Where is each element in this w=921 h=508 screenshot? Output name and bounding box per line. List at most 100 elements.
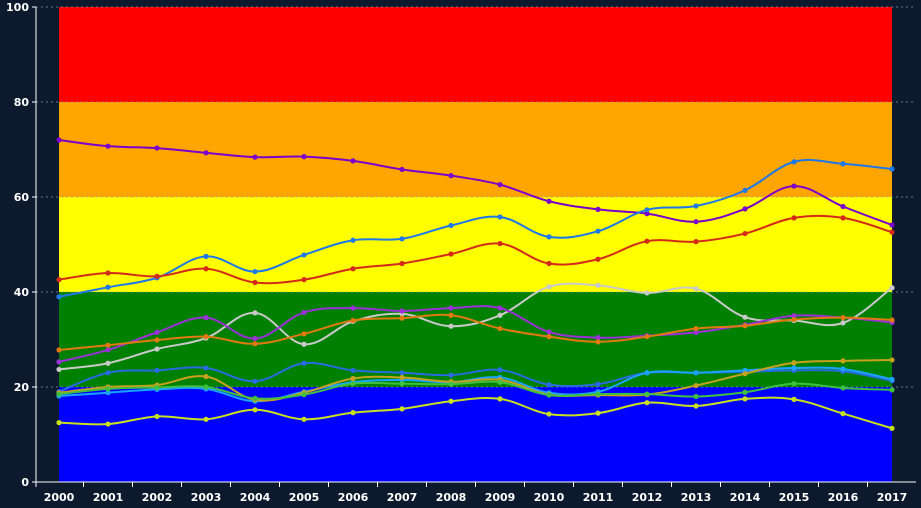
data-point-s2-2003 bbox=[203, 266, 209, 272]
data-point-s2-2017 bbox=[889, 229, 895, 235]
data-point-s10-2007 bbox=[399, 406, 405, 412]
x-tick-label-2007: 2007 bbox=[387, 491, 418, 504]
y-tick-labels: 0 20 40 60 80 100 bbox=[6, 1, 29, 489]
data-point-s0-2017 bbox=[889, 222, 895, 228]
data-point-s9-2009 bbox=[497, 379, 503, 385]
data-point-s10-2006 bbox=[350, 410, 356, 416]
data-point-s5-2004 bbox=[252, 341, 258, 347]
x-tick-label-2009: 2009 bbox=[485, 491, 516, 504]
data-point-s5-2006 bbox=[350, 317, 356, 324]
x-tick-label-2011: 2011 bbox=[583, 491, 614, 504]
data-point-s0-2015 bbox=[791, 183, 797, 189]
data-point-s1-2003 bbox=[203, 253, 209, 259]
data-point-s6-2003 bbox=[203, 365, 209, 371]
data-point-s8-2006 bbox=[350, 375, 356, 382]
data-point-s10-2002 bbox=[154, 413, 160, 420]
data-point-s10-2016 bbox=[840, 411, 846, 417]
data-point-s8-2003 bbox=[203, 373, 209, 380]
data-point-s7-2001 bbox=[105, 390, 111, 396]
data-point-s0-2003 bbox=[203, 150, 209, 156]
data-point-s0-2010 bbox=[546, 198, 552, 204]
x-tick-label-2013: 2013 bbox=[681, 491, 712, 504]
y-tick-label-60: 60 bbox=[14, 191, 30, 204]
x-tick-label-2008: 2008 bbox=[436, 491, 467, 504]
x-tick-label-2002: 2002 bbox=[142, 491, 173, 504]
x-tick-label-2003: 2003 bbox=[191, 491, 222, 504]
x-tick-labels: 2000 2001 2002 2003 2004 2005 2006 2007 2008 2009… bbox=[44, 491, 908, 504]
data-point-s0-2001 bbox=[105, 143, 111, 149]
data-point-s5-2016 bbox=[840, 315, 846, 321]
data-point-s1-2010 bbox=[546, 234, 552, 240]
band-4 bbox=[59, 7, 892, 102]
data-point-s5-2001 bbox=[105, 342, 111, 348]
data-point-s4-2009 bbox=[497, 305, 503, 311]
y-tick-label-0: 0 bbox=[21, 476, 29, 489]
data-point-s2-2016 bbox=[840, 215, 846, 221]
series-line-10 bbox=[58, 396, 893, 430]
data-point-s0-2012 bbox=[644, 211, 650, 217]
data-point-s6-2009 bbox=[497, 367, 503, 373]
data-point-s5-2008 bbox=[448, 312, 454, 318]
data-point-s9-2012 bbox=[644, 391, 650, 397]
band-2 bbox=[59, 197, 892, 292]
x-tick-label-2015: 2015 bbox=[779, 491, 810, 504]
data-point-s1-2001 bbox=[105, 284, 111, 290]
data-point-s10-2012 bbox=[644, 400, 650, 406]
data-point-s10-2000 bbox=[56, 420, 62, 426]
y-tick-label-80: 80 bbox=[14, 96, 30, 109]
data-point-s7-2016 bbox=[840, 366, 846, 372]
data-point-s10-2003 bbox=[203, 416, 209, 422]
data-point-s4-2015 bbox=[791, 313, 797, 319]
data-point-s0-2000 bbox=[56, 137, 62, 143]
data-point-s6-2002 bbox=[154, 367, 160, 373]
data-point-s1-2017 bbox=[889, 166, 895, 172]
data-point-s10-2011 bbox=[595, 410, 601, 416]
data-point-s9-2011 bbox=[595, 391, 601, 397]
x-tick-label-2012: 2012 bbox=[632, 491, 663, 504]
data-point-s0-2009 bbox=[497, 182, 503, 188]
data-point-s9-2003 bbox=[203, 384, 209, 390]
data-point-s4-2010 bbox=[546, 329, 552, 335]
data-point-s8-2013 bbox=[693, 382, 699, 389]
data-point-s4-2008 bbox=[448, 305, 454, 311]
data-point-s0-2016 bbox=[840, 203, 846, 210]
data-point-s5-2010 bbox=[546, 334, 552, 340]
data-point-s5-2015 bbox=[791, 316, 797, 323]
x-tick-label-2010: 2010 bbox=[534, 491, 565, 504]
data-point-s2-2005 bbox=[301, 277, 307, 283]
data-point-s9-2007 bbox=[399, 381, 405, 387]
data-point-s5-2002 bbox=[154, 337, 160, 343]
data-point-s1-2005 bbox=[301, 252, 307, 258]
data-point-s5-2007 bbox=[399, 315, 405, 321]
data-point-s3-2008 bbox=[448, 323, 454, 329]
data-point-s2-2002 bbox=[154, 273, 160, 279]
data-point-s1-2011 bbox=[595, 228, 601, 234]
series-line-3 bbox=[58, 282, 893, 371]
data-point-s3-2011 bbox=[595, 282, 601, 288]
data-point-s0-2002 bbox=[154, 145, 160, 151]
y-tick-label-100: 100 bbox=[6, 1, 29, 14]
x-tick-label-2006: 2006 bbox=[338, 491, 369, 504]
y-tick-label-40: 40 bbox=[14, 286, 30, 299]
data-point-s9-2008 bbox=[448, 381, 454, 387]
color-bands bbox=[59, 7, 892, 482]
data-point-s6-2011 bbox=[595, 381, 601, 387]
data-point-s2-2001 bbox=[105, 270, 111, 276]
data-point-s8-2015 bbox=[791, 360, 797, 366]
series-line-5 bbox=[58, 313, 893, 351]
data-point-s1-2012 bbox=[644, 207, 650, 213]
data-point-s1-2006 bbox=[350, 237, 356, 243]
data-point-s5-2003 bbox=[203, 334, 209, 340]
series-line-7 bbox=[58, 366, 893, 403]
series-lines bbox=[58, 139, 893, 430]
x-tick-label-2001: 2001 bbox=[93, 491, 124, 504]
data-point-s7-2015 bbox=[791, 365, 797, 371]
data-point-s2-2000 bbox=[56, 277, 62, 283]
data-point-s10-2013 bbox=[693, 403, 699, 409]
data-point-s7-2017 bbox=[889, 376, 895, 382]
data-point-s5-2005 bbox=[301, 331, 307, 337]
data-point-s9-2013 bbox=[693, 393, 699, 400]
data-point-s2-2014 bbox=[742, 230, 748, 237]
data-point-s9-2016 bbox=[840, 385, 846, 391]
